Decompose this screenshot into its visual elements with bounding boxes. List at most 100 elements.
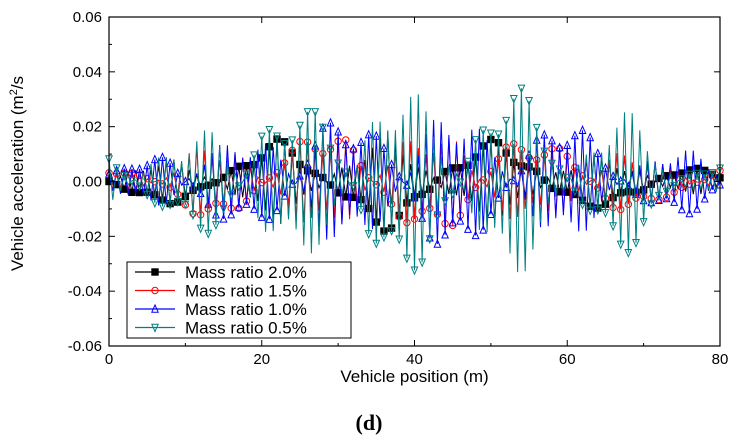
x-axis-title: Vehicle position (m)	[340, 367, 488, 386]
legend-marker	[151, 323, 159, 333]
series-marker	[311, 169, 319, 178]
series-marker	[296, 160, 304, 169]
series-marker	[700, 193, 709, 203]
series-marker	[693, 169, 702, 179]
series-marker	[441, 229, 450, 239]
y-tick-label: 0.06	[73, 9, 102, 26]
legend-item: Mass ratio 0.5%	[135, 319, 307, 338]
series-marker	[639, 218, 648, 228]
series-marker	[426, 185, 434, 193]
series-marker	[135, 182, 144, 192]
legend-item: Mass ratio 1.0%	[135, 300, 307, 319]
series-marker	[677, 175, 686, 185]
y-axis-title: Vehicle acceleration (m2/s	[8, 76, 27, 271]
plot-series-group	[105, 84, 724, 276]
series-marker	[433, 238, 442, 248]
y-tick-label: -0.02	[68, 228, 102, 245]
series-marker	[128, 188, 136, 197]
series-marker	[257, 211, 266, 221]
series-marker	[227, 191, 236, 201]
series-marker	[303, 108, 312, 118]
series-marker	[364, 230, 373, 240]
x-tick-label: 80	[712, 351, 729, 368]
series-marker	[127, 163, 136, 173]
series-marker	[265, 126, 274, 135]
series-marker	[617, 189, 625, 197]
series-marker	[143, 190, 152, 200]
series-marker	[555, 142, 564, 152]
series-marker	[234, 182, 243, 192]
series-marker	[189, 211, 197, 221]
series-marker	[349, 143, 358, 153]
series-marker	[112, 165, 121, 175]
series-marker	[678, 169, 686, 177]
series-marker	[647, 197, 656, 207]
series-marker	[701, 175, 709, 184]
series-marker	[456, 215, 465, 225]
series-marker	[426, 204, 434, 213]
series-marker	[242, 170, 251, 180]
series-marker	[708, 184, 717, 194]
series-marker	[578, 125, 587, 134]
series-marker	[418, 258, 427, 268]
series-marker	[463, 223, 472, 233]
series-marker	[471, 183, 480, 192]
series-marker	[219, 213, 228, 223]
series-marker	[418, 190, 426, 199]
legend-label: Mass ratio 2.0%	[185, 263, 307, 282]
series-marker	[112, 164, 121, 174]
series-marker	[471, 136, 480, 146]
series-marker	[494, 130, 503, 140]
series-marker	[295, 121, 304, 131]
series-marker	[570, 187, 579, 197]
legend-label: Mass ratio 0.5%	[185, 319, 307, 338]
series-marker	[273, 205, 281, 215]
series-marker	[280, 190, 289, 200]
series-marker	[548, 159, 556, 169]
series-marker	[311, 108, 320, 118]
y-axis-title-tail: /s	[8, 76, 27, 89]
series-marker	[395, 212, 403, 221]
series-marker	[578, 200, 587, 210]
series-marker	[326, 144, 335, 154]
series-marker	[448, 217, 457, 227]
series-marker	[540, 147, 549, 157]
axis-ticks: 0 20 40 60 80 -0.06 -0.04 -0.02 0.00 0.02 0.04 0.06	[68, 9, 729, 368]
series-marker	[127, 176, 136, 186]
series-3	[105, 84, 724, 276]
series-marker	[502, 143, 510, 151]
series-marker	[456, 178, 465, 188]
series-marker	[525, 97, 534, 106]
series-marker	[150, 199, 159, 209]
series-marker	[158, 202, 167, 212]
series-marker	[273, 132, 281, 142]
series-marker	[593, 206, 602, 216]
series-marker	[433, 176, 442, 184]
series-marker	[609, 193, 617, 202]
legend-item: Mass ratio 1.5%	[135, 282, 307, 301]
series-marker	[555, 165, 564, 175]
legend-item: Mass ratio 2.0%	[135, 263, 307, 282]
series-marker	[318, 123, 327, 133]
series-marker	[258, 154, 266, 162]
series-marker	[364, 129, 373, 139]
series-marker	[510, 158, 518, 167]
series-marker	[441, 197, 450, 207]
series-marker	[387, 159, 396, 169]
series-marker	[196, 224, 205, 234]
series-marker	[433, 211, 442, 221]
series-marker	[150, 154, 159, 164]
series-marker	[372, 181, 381, 189]
series-marker	[670, 196, 679, 206]
series-marker	[265, 174, 274, 182]
series-marker	[425, 235, 434, 245]
legend-marker	[151, 303, 159, 313]
series-marker	[517, 146, 526, 154]
series-marker	[410, 215, 419, 223]
panel-label: (d)	[356, 410, 383, 435]
series-marker	[379, 143, 388, 152]
series-marker	[303, 138, 312, 146]
series-marker	[609, 203, 617, 212]
series-marker	[326, 117, 335, 127]
